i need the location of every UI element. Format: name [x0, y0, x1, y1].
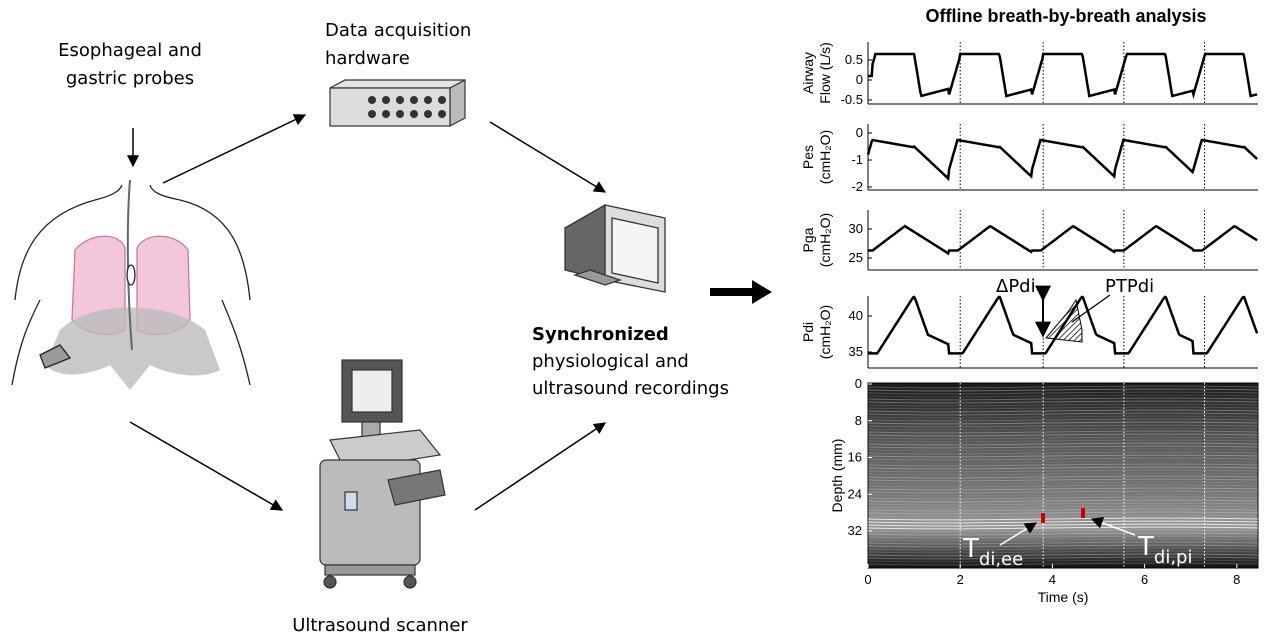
knob [410, 110, 418, 118]
ptp-pdi-label: PTPdi [1105, 276, 1154, 297]
y-tick-label: 0 [855, 376, 862, 391]
x-tick-label: 2 [957, 572, 964, 587]
knob [424, 96, 432, 104]
computer [565, 205, 665, 292]
y-tick-label: -1 [851, 152, 863, 167]
tdi-label-sub: di,ee [979, 549, 1023, 570]
tdi-label-sub: di,pi [1154, 547, 1193, 568]
y-tick-label: -2 [851, 179, 863, 194]
y-axis-label: Pdi [800, 322, 816, 342]
knob [424, 110, 432, 118]
y-axis-label: Pga [800, 227, 816, 252]
x-tick-label: 8 [1233, 572, 1240, 587]
y-tick-label: 40 [849, 308, 863, 323]
probes-label: Esophageal and [58, 40, 202, 61]
figure: Esophageal and gastric probes Data acqui… [0, 0, 1264, 637]
big-arrow [710, 280, 772, 304]
delta-pdi-label: ΔPdi [996, 276, 1036, 297]
ultrasound-scanner [320, 360, 445, 588]
y-tick-label: 0 [856, 72, 863, 87]
knob [396, 96, 404, 104]
y-axis-label: Flow (L/s) [817, 42, 833, 103]
y-tick-label: 0 [856, 125, 863, 140]
analysis-title: Offline breath-by-breath analysis [925, 6, 1206, 26]
recordings-label: physiological and [532, 351, 689, 372]
waveform [868, 140, 1257, 179]
tdi-marker [1081, 508, 1085, 518]
knob [410, 96, 418, 104]
hardware-label: Data acquisition [325, 20, 471, 41]
x-tick-label: 4 [1049, 572, 1056, 587]
y-tick-label: 30 [849, 221, 863, 236]
knob [368, 110, 376, 118]
y-tick-label: 35 [849, 344, 863, 359]
ptp-area [1046, 300, 1082, 342]
y-axis-label: Pes [800, 145, 816, 169]
recordings-label: Synchronized [532, 324, 669, 345]
y-tick-label: 24 [848, 486, 862, 501]
y-tick-label: 0.5 [845, 52, 863, 67]
knob [382, 96, 390, 104]
x-axis-label: Time (s) [1038, 589, 1089, 605]
y-tick-label: 16 [848, 450, 862, 465]
knob [438, 110, 446, 118]
body-illustration [12, 180, 250, 390]
y-tick-label: 32 [848, 523, 862, 538]
waveform [868, 54, 1257, 96]
knob [438, 96, 446, 104]
y-axis-label: (cmH₂O) [817, 130, 833, 184]
scanner-label: Ultrasound scanner [292, 615, 468, 636]
probes-label: gastric probes [66, 68, 194, 89]
tdi-label-main: T [1137, 532, 1154, 562]
x-tick-label: 6 [1141, 572, 1148, 587]
tdi-label-main: T [962, 534, 979, 564]
x-tick-label: 0 [864, 572, 871, 587]
knob [368, 96, 376, 104]
recordings-label: ultrasound recordings [532, 378, 729, 399]
hardware-label: hardware [325, 48, 410, 69]
tdi-marker [1041, 513, 1045, 523]
y-tick-label: 25 [849, 250, 863, 265]
y-axis-label: Airway [800, 52, 816, 94]
page: Esophageal and gastric probes Data acqui… [0, 0, 1264, 637]
y-axis-label: Depth (mm) [829, 439, 845, 513]
y-tick-label: -0.5 [841, 92, 863, 107]
y-tick-label: 8 [855, 413, 862, 428]
knob [382, 110, 390, 118]
knob [396, 110, 404, 118]
waveform [868, 226, 1257, 253]
y-axis-label: (cmH₂O) [817, 305, 833, 359]
y-axis-label: (cmH₂O) [817, 213, 833, 267]
